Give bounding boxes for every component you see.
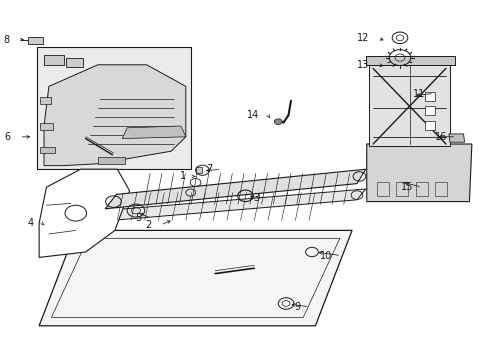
- Bar: [425, 121, 434, 130]
- Text: 9: 9: [294, 302, 300, 312]
- Text: 4: 4: [27, 218, 33, 228]
- Polygon shape: [40, 123, 53, 130]
- Bar: [425, 92, 434, 101]
- Text: 7: 7: [206, 164, 212, 174]
- Text: 8: 8: [3, 35, 10, 45]
- Polygon shape: [365, 56, 454, 65]
- Bar: [66, 58, 83, 67]
- Polygon shape: [40, 147, 55, 153]
- Bar: [434, 182, 447, 196]
- Polygon shape: [40, 97, 51, 104]
- Text: 15: 15: [400, 182, 412, 192]
- Text: 5: 5: [135, 213, 142, 223]
- Polygon shape: [122, 126, 185, 139]
- Polygon shape: [448, 134, 464, 142]
- Polygon shape: [39, 169, 129, 257]
- Text: 13: 13: [356, 60, 368, 70]
- Polygon shape: [368, 65, 449, 146]
- Polygon shape: [37, 47, 190, 169]
- Text: 6: 6: [4, 132, 11, 142]
- Text: 14: 14: [246, 110, 259, 120]
- Bar: [98, 157, 124, 164]
- Bar: [425, 106, 434, 115]
- Bar: [376, 182, 388, 196]
- Text: 11: 11: [412, 89, 425, 99]
- Text: 2: 2: [145, 220, 151, 230]
- Polygon shape: [44, 65, 185, 166]
- Circle shape: [274, 119, 282, 125]
- Bar: [395, 182, 407, 196]
- Text: 1: 1: [179, 171, 185, 181]
- Bar: [44, 55, 63, 65]
- Polygon shape: [39, 230, 351, 326]
- Polygon shape: [366, 144, 471, 202]
- Polygon shape: [78, 189, 365, 223]
- Bar: [28, 37, 43, 44]
- Text: 12: 12: [356, 33, 368, 43]
- Text: 10: 10: [320, 251, 332, 261]
- Polygon shape: [105, 169, 365, 209]
- Polygon shape: [195, 167, 202, 173]
- Text: 3: 3: [252, 193, 259, 203]
- Text: 16: 16: [434, 132, 447, 142]
- Bar: [415, 182, 427, 196]
